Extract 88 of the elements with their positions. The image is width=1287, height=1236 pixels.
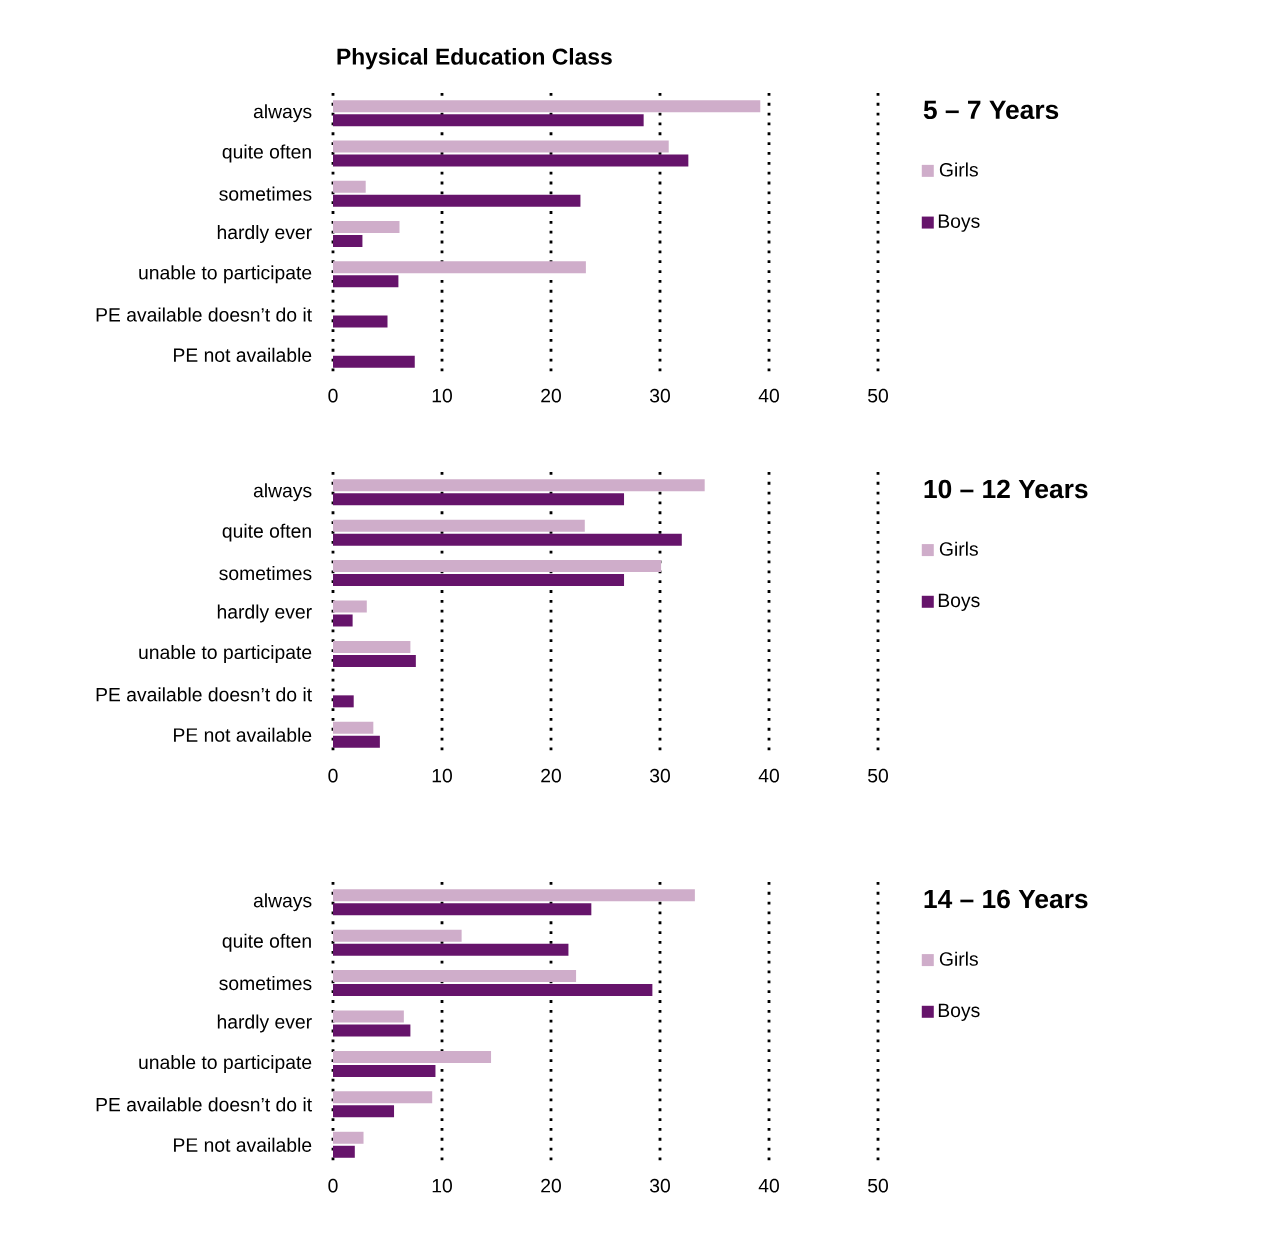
bar [333,180,366,193]
x-tick-label: 30 [650,768,670,783]
y-tick-label: sometimes [219,186,312,201]
bar [333,695,354,708]
y-tick-label: quite often [222,933,311,952]
x-tick-label: 40 [758,1178,779,1193]
x-tick-label: 0 [328,768,338,783]
y-tick-label: PE available doesn’t do it [96,1097,312,1112]
x-tick-label: 20 [541,1178,561,1193]
x-tick-label: 10 [432,768,452,783]
x-tick-label: 50 [868,1178,888,1193]
bar [333,721,374,734]
bar [333,1010,404,1023]
y-tick-label: unable to participate [139,265,312,284]
y-tick-label: hardly ever [217,1014,312,1033]
bar [333,943,569,956]
x-tick-label: 30 [650,388,670,403]
y-tick-label: sometimes [219,975,312,991]
legend-label: Girls [939,951,978,966]
x-tick-label: 40 [758,388,779,403]
bar [333,1024,411,1037]
legend-label: Boys [938,593,980,611]
x-tick-label: 30 [650,1178,670,1193]
bar [333,1064,436,1077]
bar [333,984,653,997]
bar [333,1050,492,1063]
y-tick-label: always [253,893,312,912]
y-tick-label: hardly ever [217,604,312,623]
x-tick-label: 50 [868,388,888,403]
bar [333,929,462,942]
y-tick-label: quite often [222,144,311,163]
bar [333,654,416,667]
y-tick-label: always [253,483,312,502]
bar [333,889,695,902]
bar [333,614,353,627]
bar [333,640,411,653]
legend-label: Boys [938,1003,980,1021]
bar [333,1091,433,1104]
bar [333,220,400,233]
x-tick-label: 40 [758,768,779,783]
y-tick-label: PE not available [174,1137,312,1152]
bar [333,315,388,328]
legend-title: 14 – 16 Years [924,889,1088,909]
bar [333,600,367,613]
bar [333,903,592,916]
bar [333,560,662,573]
x-tick-label: 10 [432,1178,452,1193]
x-tick-label: 10 [432,388,452,403]
bar [333,574,625,587]
bar [333,154,689,167]
y-tick-label: PE not available [174,347,312,362]
y-tick-label: PE not available [174,727,312,742]
bar [333,140,669,153]
bar [333,100,761,113]
bar [333,970,577,983]
bar [333,1131,364,1144]
legend-label: Girls [939,162,978,177]
x-tick-label: 20 [541,768,561,783]
x-tick-label: 50 [868,768,888,783]
bar [333,355,415,368]
bar [333,234,363,247]
y-tick-label: quite often [222,523,311,542]
bar [333,479,705,492]
x-tick-label: 0 [328,1178,338,1193]
bar [333,261,586,274]
legend-title: 5 – 7 Years [923,100,1059,120]
bar [333,493,625,506]
x-tick-label: 20 [541,388,561,403]
y-tick-label: PE available doesn’t do it [96,307,312,322]
bar [333,735,380,748]
y-tick-label: PE available doesn’t do it [96,687,312,702]
bar [333,533,682,546]
x-tick-label: 0 [328,388,338,403]
y-tick-label: unable to participate [139,1054,312,1073]
y-tick-label: sometimes [219,565,312,581]
y-tick-label: unable to participate [139,644,312,663]
legend-label: Girls [939,541,978,556]
legend-label: Boys [938,214,980,232]
chart-title: Physical Education Class [337,47,612,70]
legend-title: 10 – 12 Years [924,479,1088,499]
bar [333,1145,355,1158]
bar [333,519,585,532]
bar [333,1105,395,1118]
bar [333,114,644,127]
bar [333,275,399,288]
bar [333,194,581,207]
y-tick-label: always [253,104,312,123]
y-tick-label: hardly ever [217,224,312,243]
